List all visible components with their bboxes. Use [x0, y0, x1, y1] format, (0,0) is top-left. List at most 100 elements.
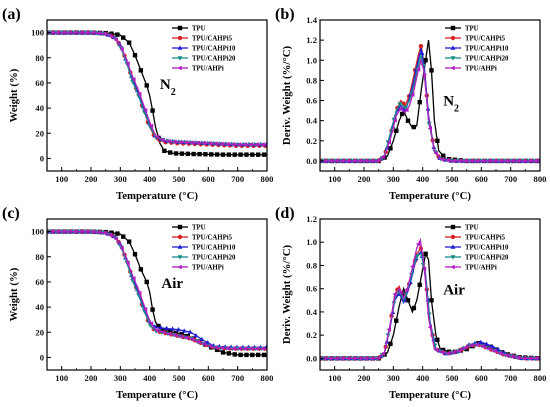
- x-tick-label: 600: [475, 174, 488, 184]
- panel-label: (a): [2, 6, 21, 23]
- data-point: [90, 229, 95, 235]
- data-point: [468, 158, 474, 164]
- data-point: [388, 146, 393, 151]
- legend: TPU TPU/CAHPi5 TPU/CAHPi10 TPU/CAHPi20 TPU/A…: [445, 26, 509, 73]
- data-point: [168, 150, 173, 155]
- data-point: [492, 158, 497, 164]
- data-point: [486, 158, 491, 164]
- data-point: [213, 141, 218, 147]
- data-point: [250, 152, 255, 157]
- data-point: [118, 245, 124, 250]
- atmosphere-label: N2: [443, 94, 459, 115]
- data-point: [232, 152, 237, 157]
- data-point: [84, 229, 89, 235]
- legend-marker: [450, 244, 456, 249]
- data-point: [474, 342, 479, 348]
- data-point: [445, 350, 450, 356]
- data-point: [154, 134, 160, 140]
- legend-item: TPU/CAHPi10: [172, 244, 236, 252]
- panel-b: 100 200 300 400 500 600 700 800 0.0 0.2 0.4 0.6 0.8 1…: [275, 6, 546, 202]
- data-point: [242, 142, 248, 147]
- data-point: [435, 337, 440, 342]
- panel-c: 100 200 300 400 500 600 700 800 0 20 40 60 80 100 Temp…: [2, 205, 273, 401]
- data-point: [137, 290, 142, 296]
- data-point: [357, 355, 362, 361]
- legend-label: TPU: [192, 26, 206, 33]
- data-point: [357, 158, 362, 164]
- data-point: [144, 279, 149, 285]
- data-point: [148, 123, 154, 129]
- data-point: [144, 83, 149, 88]
- data-point: [429, 298, 434, 303]
- data-point: [527, 355, 532, 361]
- legend-label: TPU/AHPi: [192, 265, 224, 272]
- data-point: [414, 254, 420, 259]
- data-point: [388, 341, 393, 347]
- data-point: [527, 158, 532, 164]
- legend-marker: [177, 25, 183, 31]
- y-tick-label: 0.0: [306, 353, 317, 363]
- atmosphere-label: N2: [160, 77, 176, 98]
- x-tick-label: 200: [358, 373, 371, 383]
- y-axis-label: Weight (%): [8, 68, 20, 122]
- series-tpu: [47, 30, 267, 157]
- legend-label: TPU/CAHPi5: [465, 36, 506, 43]
- legend-marker: [450, 25, 456, 31]
- legend-label: TPU/CAHPi5: [465, 235, 506, 242]
- data-point: [225, 345, 230, 351]
- data-point: [132, 53, 138, 58]
- data-point: [150, 108, 155, 113]
- data-point: [363, 158, 368, 164]
- y-tick-label: 60: [35, 78, 44, 88]
- data-point: [345, 158, 350, 164]
- series-tpu-cahpi10: [47, 29, 267, 147]
- data-point: [132, 252, 138, 257]
- data-point: [345, 355, 350, 361]
- data-point: [207, 140, 212, 146]
- x-tick-label: 800: [261, 174, 274, 184]
- data-point: [478, 339, 484, 344]
- data-point: [426, 312, 432, 317]
- data-point: [115, 231, 120, 236]
- data-point: [72, 30, 77, 36]
- legend-marker: [450, 224, 456, 230]
- data-point: [439, 349, 444, 355]
- x-tick-label: 800: [261, 373, 274, 383]
- data-point: [121, 234, 126, 239]
- data-point: [260, 346, 265, 352]
- legend-label: TPU/CAHPi20: [465, 255, 509, 262]
- panel-label: (c): [2, 205, 20, 222]
- data-point: [351, 158, 356, 164]
- data-point: [427, 125, 433, 131]
- series-line: [320, 251, 540, 360]
- data-point: [456, 158, 462, 164]
- data-point: [254, 142, 259, 147]
- plot-frame: [319, 218, 541, 371]
- data-point: [230, 346, 236, 352]
- data-point: [119, 245, 124, 251]
- data-point: [322, 355, 327, 361]
- data-point: [185, 151, 190, 157]
- data-point: [451, 349, 456, 355]
- data-point: [205, 339, 211, 345]
- series-tpu-cahpi5: [320, 246, 540, 361]
- data-point: [137, 91, 142, 97]
- data-point: [435, 138, 440, 143]
- data-point: [54, 30, 60, 36]
- y-tick-label: 1.2: [306, 35, 317, 45]
- data-point: [394, 318, 399, 323]
- data-point: [368, 158, 374, 164]
- x-tick-label: 100: [328, 373, 341, 383]
- data-point: [322, 158, 327, 164]
- series-line: [320, 252, 540, 360]
- y-tick-label: 0.6: [306, 96, 317, 106]
- data-point: [339, 355, 345, 361]
- data-point: [201, 341, 206, 347]
- data-point: [238, 152, 243, 157]
- y-tick-label: 0: [40, 153, 44, 163]
- legend-label: TPU/CAHPi10: [192, 245, 236, 252]
- y-tick-label: 80: [35, 53, 44, 63]
- x-tick-label: 200: [358, 174, 371, 184]
- plot-frame: [46, 218, 268, 371]
- data-point: [451, 158, 456, 164]
